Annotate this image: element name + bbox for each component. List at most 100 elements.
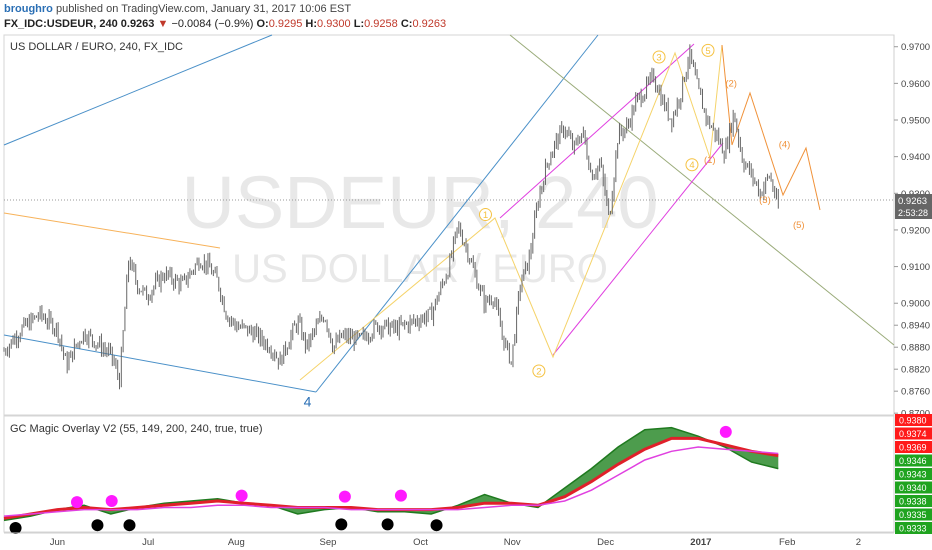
wave-label-text: 5 — [705, 46, 710, 57]
watermark-name: US DOLLAR / EURO — [232, 247, 608, 291]
indicator-tick-bg — [895, 522, 932, 534]
author-link[interactable]: broughro — [4, 3, 53, 15]
indicator-tick-bg — [895, 468, 932, 480]
symbol-header: FX_IDC:USDEUR, 240 0.9263 ▼ −0.0084 (−0.… — [4, 18, 446, 30]
open-value: 0.9295 — [268, 18, 303, 30]
indicator-tick-bg — [895, 414, 932, 426]
signal-dot-black — [430, 519, 443, 532]
wave-labels: 1 2 3 4 5 (1) (2) (3) (4) (5) — [478, 43, 805, 378]
close-value: 0.9263 — [412, 18, 447, 30]
indicator-tick-label: 0.9338 — [899, 497, 927, 507]
indicator-tick-bg — [895, 481, 932, 494]
time-tick-label: 2017 — [690, 537, 711, 548]
countdown-text: 2:53:28 — [898, 208, 928, 218]
signal-dot-black — [91, 519, 104, 532]
indicator-plot — [3, 425, 779, 534]
wave-label-text: 4 — [689, 160, 694, 171]
wave-label-text: 1 — [483, 210, 488, 221]
main-pane-title: US DOLLAR / EURO, 240, FX_IDC — [10, 41, 183, 53]
price-tick-label: 0.8880 — [901, 343, 930, 354]
published-text: published on TradingView.com, January 31… — [55, 3, 352, 15]
time-tick-label: Feb — [779, 537, 795, 548]
wave-label-circle — [701, 43, 715, 57]
trendline-lower-blue[interactable] — [3, 334, 317, 393]
time-tick-label: Sep — [320, 537, 337, 548]
trendline-upper-blue[interactable] — [3, 34, 273, 146]
trendline-olive[interactable] — [509, 34, 895, 346]
indicator-tick-label: 0.9335 — [899, 510, 927, 520]
wave-label-text: 3 — [656, 52, 661, 63]
wave-label-circle — [532, 364, 546, 378]
price-tick-label: 0.8760 — [901, 387, 930, 398]
indicator-tick-label: 0.9374 — [899, 429, 927, 439]
wave-label-circle — [478, 208, 492, 222]
wave-label-text: (2) — [725, 79, 737, 90]
indicator-tick-label: 0.9333 — [899, 524, 927, 534]
channel-lower-magenta[interactable] — [552, 142, 724, 356]
indicator-tick-bg — [895, 441, 932, 453]
price-tick-label: 0.8940 — [901, 321, 930, 332]
last-price-badge-text: 0.9263 — [898, 196, 927, 207]
indicator-tick-label: 0.9340 — [899, 483, 927, 493]
signal-dot-magenta — [105, 495, 118, 507]
indicator-tick-label: 0.9343 — [899, 470, 927, 480]
price-tick-label: 0.9000 — [901, 299, 930, 310]
symbol-label: FX_IDC:USDEUR, 240 — [4, 18, 118, 30]
indicator-tick-label: 0.9369 — [899, 443, 927, 453]
channel-upper-magenta[interactable] — [499, 43, 695, 219]
indicator-magenta-line — [3, 446, 779, 517]
elliott-wave-yellow[interactable] — [299, 44, 723, 381]
trendline-orange[interactable] — [3, 212, 221, 249]
time-tick-label: Jun — [50, 537, 65, 548]
signal-dot-magenta — [70, 496, 83, 509]
signal-dot-black — [381, 518, 394, 531]
time-tick-label: Aug — [228, 537, 245, 548]
price-tick-label: 0.9500 — [901, 116, 930, 127]
signal-dot-magenta — [338, 490, 351, 503]
price-bars — [3, 44, 779, 390]
low-label: L: — [353, 18, 365, 30]
price-tick-label: 0.9200 — [901, 225, 930, 236]
signal-dot-black — [335, 518, 348, 531]
time-tick-label: 2 — [856, 537, 861, 548]
close-label: C: — [400, 18, 413, 30]
indicator-tick-label: 0.9380 — [899, 416, 927, 426]
indicator-tick-bg — [895, 454, 932, 467]
last-price-badge-bg — [895, 194, 932, 207]
indicator-tick-bg — [895, 495, 932, 507]
low-value: 0.9258 — [364, 18, 398, 30]
indicator-red-line — [3, 436, 779, 520]
high-value: 0.9300 — [317, 18, 351, 30]
time-tick-label: Nov — [504, 537, 521, 548]
signal-dot-black — [123, 519, 136, 532]
price-tick-label: 0.9400 — [901, 152, 930, 163]
elliott-wave-orange[interactable] — [721, 44, 821, 211]
publish-header: broughro published on TradingView.com, J… — [4, 3, 351, 15]
wave-label-4: 4 — [304, 393, 312, 409]
price-tick-label: 0.9100 — [901, 262, 930, 273]
last-price: 0.9263 — [120, 18, 155, 30]
price-axis[interactable]: 0.97000.96000.95000.94000.93000.92000.91… — [894, 42, 930, 420]
signal-dot-magenta — [719, 425, 732, 438]
time-tick-label: Jul — [142, 537, 154, 548]
open-label: O: — [256, 18, 269, 30]
wave-label-text: 2 — [536, 367, 541, 378]
watermark-symbol: USDEUR, 240 — [181, 161, 658, 244]
change-value: −0.0084 (−0.9%) — [171, 18, 254, 30]
change-arrow-icon: ▼ — [157, 18, 169, 30]
wave-label-text: (4) — [779, 139, 791, 150]
high-label: H: — [305, 18, 318, 30]
time-axis[interactable]: Jun Jul Aug Sep Oct Nov Dec 2017 Feb 2 — [4, 532, 894, 548]
wave-label-circle — [652, 50, 666, 64]
last-price-badge: 0.9263 2:53:28 — [895, 194, 932, 219]
price-tick-label: 0.8820 — [901, 365, 930, 376]
indicator-axis[interactable]: 0.9380 0.9374 0.9369 0.9346 0.9343 0.9340 0.93… — [895, 414, 932, 534]
price-tick-label: 0.9700 — [901, 42, 930, 53]
time-tick-label: Dec — [597, 537, 614, 548]
signal-dot-black — [9, 522, 22, 534]
signal-dot-magenta — [394, 489, 407, 502]
wave-label-circle — [685, 158, 699, 172]
indicator-title: GC Magic Overlay V2 (55, 149, 200, 240, … — [10, 423, 263, 435]
time-tick-label: Oct — [413, 537, 428, 548]
